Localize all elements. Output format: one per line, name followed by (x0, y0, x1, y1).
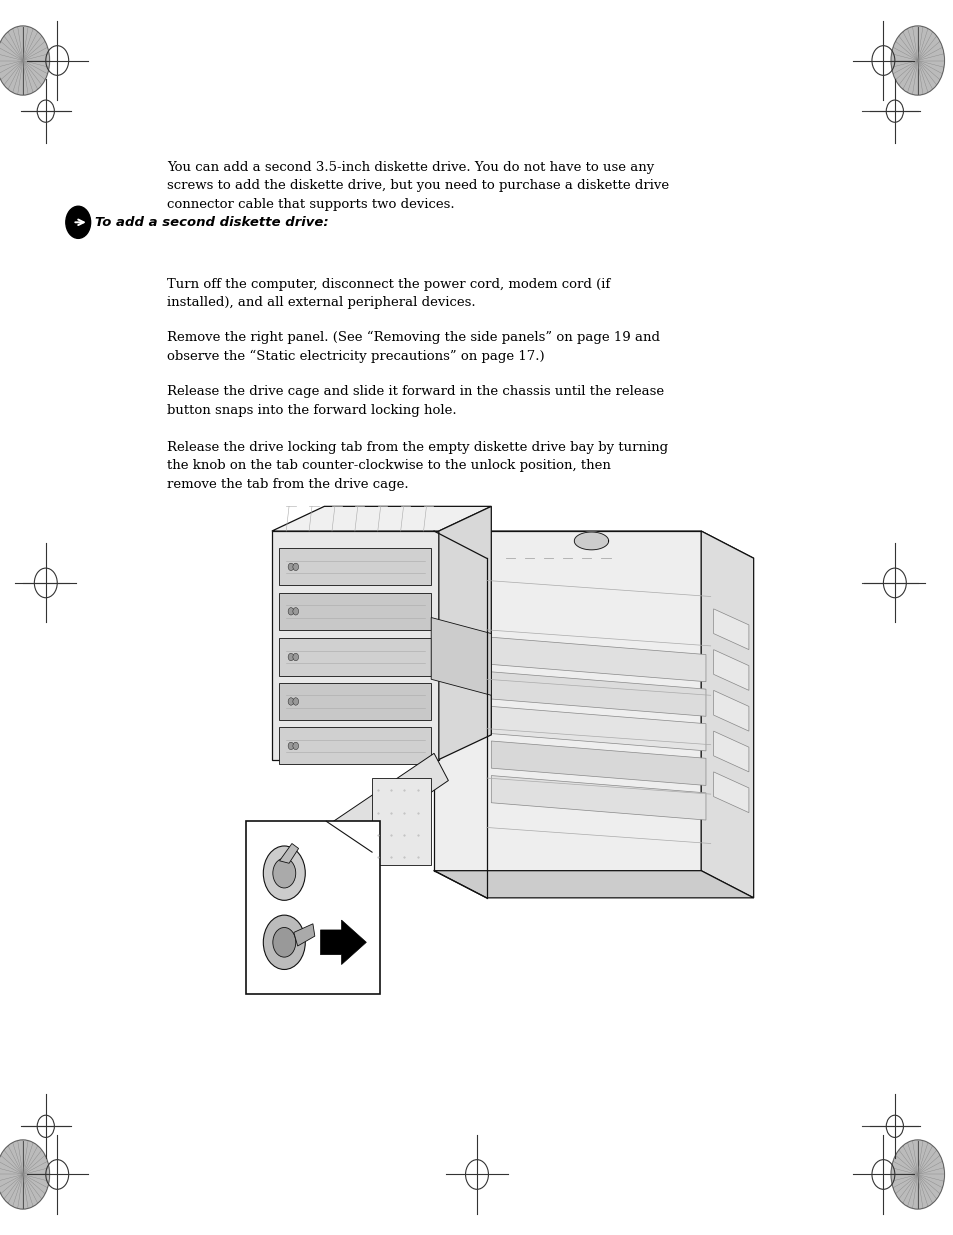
Polygon shape (700, 531, 753, 898)
Polygon shape (272, 506, 491, 531)
Text: Turn off the computer, disconnect the power cord, modem cord (if
installed), and: Turn off the computer, disconnect the po… (167, 278, 610, 310)
Polygon shape (272, 531, 438, 760)
Polygon shape (713, 772, 748, 813)
Circle shape (288, 653, 294, 661)
Polygon shape (713, 731, 748, 772)
Polygon shape (713, 609, 748, 650)
Polygon shape (0, 26, 50, 95)
Text: Release the drive locking tab from the empty diskette drive bay by turning
the k: Release the drive locking tab from the e… (167, 441, 667, 490)
Circle shape (293, 698, 298, 705)
Polygon shape (574, 532, 608, 550)
Circle shape (288, 698, 294, 705)
Circle shape (293, 653, 298, 661)
Polygon shape (434, 531, 753, 558)
Polygon shape (491, 706, 705, 751)
Text: To add a second diskette drive:: To add a second diskette drive: (95, 216, 329, 228)
Circle shape (293, 563, 298, 571)
Circle shape (288, 742, 294, 750)
Polygon shape (491, 672, 705, 716)
Polygon shape (491, 776, 705, 820)
Circle shape (273, 858, 295, 888)
Polygon shape (278, 638, 431, 676)
Circle shape (288, 608, 294, 615)
Polygon shape (431, 618, 491, 695)
Text: Release the drive cage and slide it forward in the chassis until the release
but: Release the drive cage and slide it forw… (167, 385, 663, 417)
Circle shape (263, 915, 305, 969)
Polygon shape (294, 924, 314, 946)
Circle shape (263, 846, 305, 900)
Text: Remove the right panel. (See “Removing the side panels” on page 19 and
observe t: Remove the right panel. (See “Removing t… (167, 331, 659, 363)
Text: You can add a second 3.5-inch diskette drive. You do not have to use any
screws : You can add a second 3.5-inch diskette d… (167, 161, 668, 210)
Polygon shape (491, 741, 705, 785)
Circle shape (66, 206, 91, 238)
Circle shape (273, 927, 295, 957)
Polygon shape (278, 548, 431, 585)
Polygon shape (438, 506, 491, 760)
Polygon shape (278, 727, 431, 764)
Circle shape (293, 742, 298, 750)
Polygon shape (279, 844, 298, 863)
Polygon shape (491, 637, 705, 682)
Polygon shape (713, 690, 748, 731)
Circle shape (288, 563, 294, 571)
Polygon shape (372, 778, 431, 864)
Polygon shape (434, 871, 753, 898)
Polygon shape (278, 593, 431, 630)
Polygon shape (434, 531, 700, 871)
Polygon shape (890, 1140, 943, 1209)
Polygon shape (278, 683, 431, 720)
Polygon shape (0, 1140, 50, 1209)
Polygon shape (713, 650, 748, 690)
Polygon shape (320, 920, 366, 965)
Bar (246, 821, 379, 994)
Polygon shape (324, 753, 448, 852)
Polygon shape (890, 26, 943, 95)
Circle shape (293, 608, 298, 615)
